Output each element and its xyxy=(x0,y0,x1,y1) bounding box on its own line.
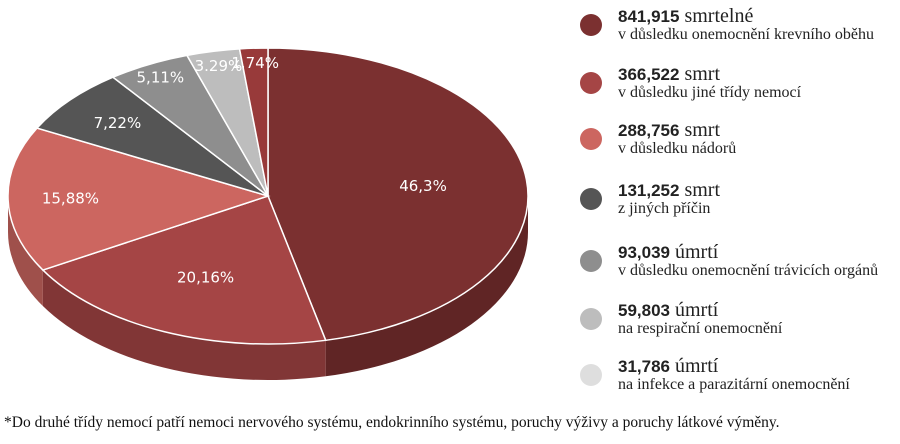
legend-value: 131,252 xyxy=(618,181,680,200)
legend-description: v důsledku onemocnění krevního oběhu xyxy=(618,26,874,43)
slice-label-0: 46,3% xyxy=(399,177,447,195)
legend-head: 131,252 smrt xyxy=(618,180,900,201)
legend-swatch xyxy=(580,14,602,36)
legend-text: 59,803 úmrtí na respirační onemocnění xyxy=(618,300,900,337)
legend-description: z jiných příčin xyxy=(618,200,711,217)
legend-value: 366,522 xyxy=(618,65,680,84)
pie-side-1 xyxy=(42,270,326,380)
pie-chart: 46,3% 20,16% 15,88% 7,22% 5,11% 3.29%1.74% xyxy=(7,47,529,380)
legend-text: 366,522 smrt v důsledku jiné třídy nemocí xyxy=(618,64,900,101)
legend-text: 93,039 úmrtí v důsledku onemocnění trávic… xyxy=(618,242,900,279)
legend-description: na respirační onemocnění xyxy=(618,320,783,337)
legend-text: 288,756 smrt v důsledku nádorů xyxy=(618,120,900,157)
legend-description: v důsledku onemocnění trávicích orgánů xyxy=(618,262,879,279)
slice-label-3: 7,22% xyxy=(94,114,142,132)
legend-value: 93,039 xyxy=(618,243,670,262)
legend-swatch xyxy=(580,128,602,150)
legend-head: 93,039 úmrtí xyxy=(618,242,900,263)
legend-unit: smrt xyxy=(679,179,721,201)
legend-value: 841,915 xyxy=(618,7,680,26)
legend-unit: smrt xyxy=(679,63,721,85)
slice-label-1: 20,16% xyxy=(177,268,234,286)
legend-head: 841,915 smrtelné xyxy=(618,6,900,27)
pie-labels: 46,3% 20,16% 15,88% 7,22% 5,11% 3.29%1.74% xyxy=(42,54,447,286)
legend-value: 59,803 xyxy=(618,301,670,320)
slice-label-2: 15,88% xyxy=(42,190,99,208)
pie-top xyxy=(7,47,529,345)
legend-text: 131,252 smrt z jiných příčin xyxy=(618,180,900,217)
legend-unit: úmrtí xyxy=(670,355,719,377)
footnote: *Do druhé třídy nemocí patří nemoci nerv… xyxy=(4,414,780,431)
legend-swatch xyxy=(580,72,602,94)
legend-unit: smrt xyxy=(679,119,721,141)
legend-swatch xyxy=(580,250,602,272)
legend-unit: úmrtí xyxy=(670,299,719,321)
legend-head: 288,756 smrt xyxy=(618,120,900,141)
pie-slice-6 xyxy=(238,47,269,197)
legend-value: 288,756 xyxy=(618,121,680,140)
legend-text: 31,786 úmrtí na infekce a parazitární one… xyxy=(618,356,900,393)
legend-swatch xyxy=(580,188,602,210)
pie-slice-3 xyxy=(35,76,269,197)
legend-value: 31,786 xyxy=(618,357,670,376)
slice-label-4: 5,11% xyxy=(137,69,185,87)
pie-slice-0 xyxy=(267,47,529,342)
legend-head: 59,803 úmrtí xyxy=(618,300,900,321)
legend-unit: smrtelné xyxy=(679,5,754,27)
pie-slice-1 xyxy=(41,195,327,345)
legend-head: 366,522 smrt xyxy=(618,64,900,85)
legend-swatch xyxy=(580,308,602,330)
slice-label-5: 3.29% xyxy=(195,57,243,75)
legend-description: v důsledku jiné třídy nemocí xyxy=(618,84,802,101)
legend-head: 31,786 úmrtí xyxy=(618,356,900,377)
legend-swatch xyxy=(580,364,602,386)
slice-label-6: 1.74% xyxy=(231,54,279,72)
legend-description: na infekce a parazitární onemocnění xyxy=(618,376,850,393)
pie-slice-2 xyxy=(7,127,271,271)
pie-side-2 xyxy=(8,196,43,307)
legend-description: v důsledku nádorů xyxy=(618,140,737,157)
legend-text: 841,915 smrtelné v důsledku onemocnění kr… xyxy=(618,6,900,43)
legend-unit: úmrtí xyxy=(670,241,719,263)
